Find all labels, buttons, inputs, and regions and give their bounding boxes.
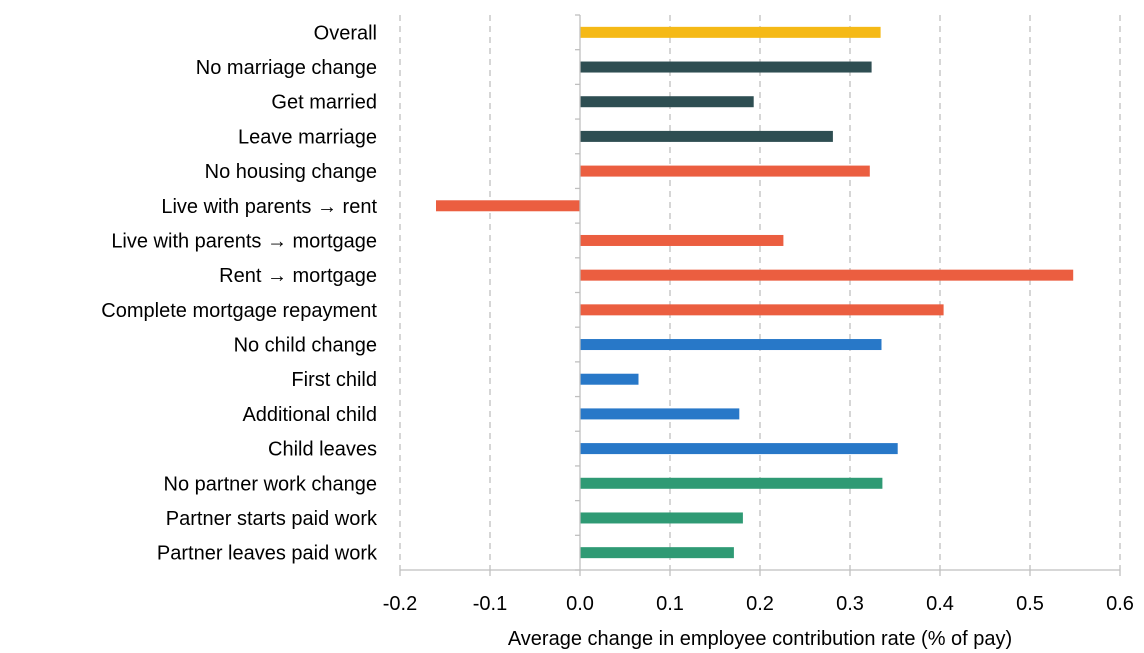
- category-label: Rent → mortgage: [219, 265, 377, 287]
- category-label: Overall: [314, 22, 377, 44]
- bar: [580, 443, 898, 455]
- category-label: No partner work change: [164, 473, 377, 495]
- category-label: No marriage change: [196, 57, 377, 79]
- bar: [580, 26, 881, 38]
- bar: [580, 304, 944, 316]
- bar: [580, 339, 882, 351]
- bar: [580, 373, 639, 385]
- bar: [580, 547, 734, 559]
- category-label: Live with parents → rent: [161, 196, 377, 218]
- bar: [436, 200, 580, 212]
- x-tick-label: 0.6: [1106, 593, 1134, 615]
- bar: [580, 61, 872, 73]
- bars: [436, 26, 1074, 559]
- x-axis-title: Average change in employee contribution …: [508, 628, 1012, 650]
- x-tick-label: -0.1: [473, 593, 507, 615]
- bar: [580, 130, 833, 142]
- category-labels: Overall No marriage change Get married Leav…: [101, 22, 378, 564]
- x-tick-label: 0.4: [926, 593, 954, 615]
- category-label: Complete mortgage repayment: [101, 300, 377, 322]
- bar: [580, 477, 883, 489]
- bar: [580, 234, 784, 246]
- category-label: First child: [291, 369, 377, 391]
- category-label: Live with parents → mortgage: [111, 230, 377, 252]
- x-tick-label: 0.3: [836, 593, 864, 615]
- x-tick-label: 0.0: [566, 593, 594, 615]
- x-tick-label: 0.2: [746, 593, 774, 615]
- bar: [580, 408, 740, 420]
- bar: [580, 269, 1074, 281]
- bar: [580, 165, 870, 177]
- x-tick-label: -0.2: [383, 593, 417, 615]
- category-label: Partner leaves paid work: [157, 543, 378, 565]
- category-label: No child change: [234, 335, 377, 357]
- x-tick-label: 0.1: [656, 593, 684, 615]
- x-tick-label: 0.5: [1016, 593, 1044, 615]
- gridlines: [399, 15, 1121, 570]
- axes: [399, 14, 1121, 576]
- category-label: Partner starts paid work: [166, 508, 378, 530]
- category-label: No housing change: [205, 161, 377, 183]
- bar: [580, 512, 743, 524]
- category-label: Get married: [271, 92, 377, 114]
- category-label: Additional child: [242, 404, 377, 426]
- x-tick-labels: -0.2 -0.1 0.0 0.1 0.2 0.3 0.4 0.5 0.6: [383, 593, 1134, 615]
- bar: [580, 96, 754, 108]
- category-label: Child leaves: [268, 439, 377, 461]
- category-label: Leave marriage: [238, 126, 377, 148]
